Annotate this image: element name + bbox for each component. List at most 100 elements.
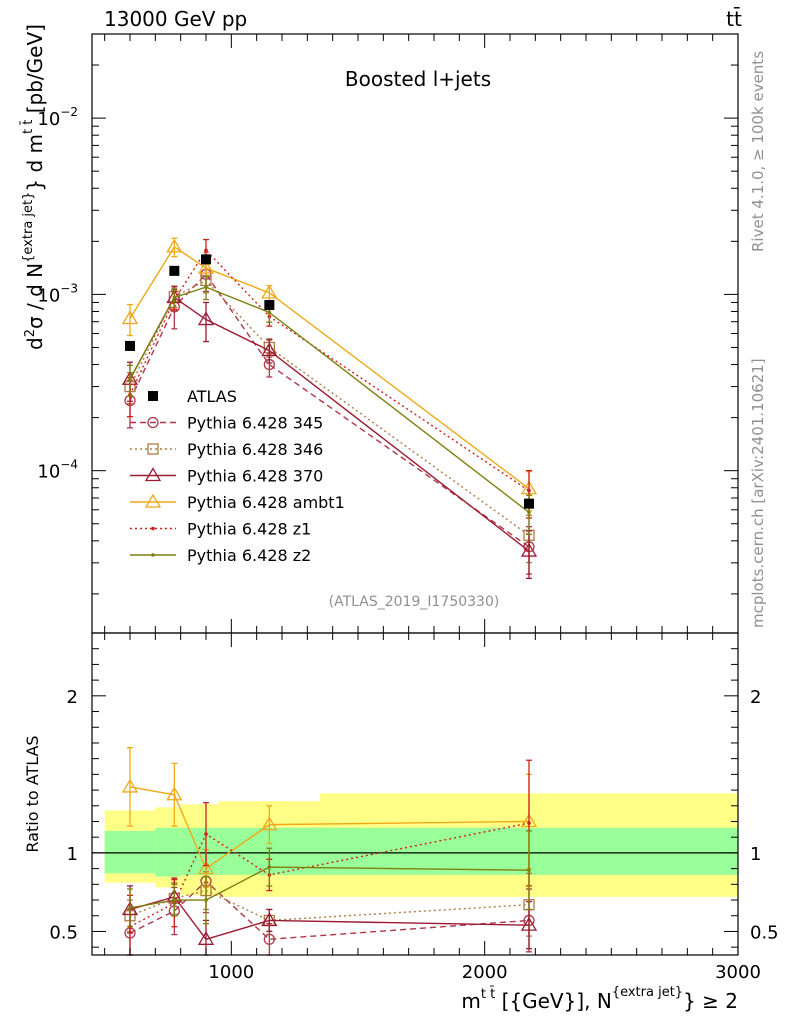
ratio-y-tick-label-right: 0.5 xyxy=(750,922,779,943)
legend-marker xyxy=(148,391,158,401)
main-y-label: d2σ / d N{extra jet}} d mt t̄ [pb/GeV] xyxy=(21,24,47,350)
main-point xyxy=(169,265,180,276)
ratio-ticks: 0.5 0.5 1 1 2 2 1000 2000 3000 xyxy=(49,632,779,983)
legend-marker xyxy=(147,416,159,429)
main-plot-area xyxy=(121,237,538,580)
header-right: tt̄ xyxy=(726,6,742,31)
legend-entry: Pythia 6.428 ambt1 xyxy=(130,493,345,512)
ylabel-ttbar: t t̄ xyxy=(21,120,36,134)
legend-marker xyxy=(144,467,162,482)
ratio-point xyxy=(121,778,139,793)
ylabel-sigma: σ / d N xyxy=(23,263,47,329)
legend-entry: Pythia 6.428 346 xyxy=(130,440,323,459)
main-point xyxy=(197,311,215,326)
main-point xyxy=(264,300,275,311)
ratio-inner-band xyxy=(104,830,156,874)
ratio-series-3 xyxy=(121,747,538,889)
ylabel-dm: } d m xyxy=(23,134,47,192)
main-frame xyxy=(91,33,739,634)
xlabel-extrajet: {extra jet} xyxy=(612,985,683,1000)
ratio-series-5 xyxy=(127,830,532,928)
legend-entry: Pythia 6.428 370 xyxy=(130,467,323,486)
main-point xyxy=(524,498,534,509)
ratio-inner-band xyxy=(155,827,181,877)
ylabel-sup2: 2 xyxy=(23,329,38,337)
ratio-y-tick-label-right: 1 xyxy=(750,844,761,865)
main-point xyxy=(204,285,208,289)
legend-marker xyxy=(151,553,155,557)
ylabel-unit: [pb/GeV] xyxy=(23,24,47,120)
main-point xyxy=(201,254,211,265)
rivet-label: Rivet 4.1.0, ≥ 100k events xyxy=(749,51,767,252)
ratio-inner-band xyxy=(180,827,219,875)
legend-marker xyxy=(147,443,159,455)
y-tick-label: 10−2 xyxy=(37,105,78,130)
legend-label: Pythia 6.428 345 xyxy=(187,414,323,433)
ratio-point xyxy=(197,931,215,945)
ratio-point xyxy=(197,860,215,875)
main-point xyxy=(125,340,135,351)
main-series-5 xyxy=(127,275,532,536)
legend-label: Pythia 6.428 z1 xyxy=(187,520,311,539)
ratio-frame xyxy=(91,632,739,956)
y-tick-label: 10−3 xyxy=(37,281,78,306)
main-panel: 10−2 10−3 10−4 Boosted l+jets (ATLAS_2019_… xyxy=(21,24,739,634)
x-tick-label: 3000 xyxy=(715,962,761,983)
main-point xyxy=(166,238,183,253)
legend-entry: Pythia 6.428 z1 xyxy=(130,520,311,539)
ratio-point xyxy=(263,933,275,945)
main-point xyxy=(261,284,278,299)
legend-label: Pythia 6.428 z2 xyxy=(187,546,311,565)
main-series-6 xyxy=(125,254,534,509)
x-axis-label: mt t̄ [{GeV}], N{extra jet}} ≥ 2 xyxy=(461,985,738,1013)
ratio-y-tick-label-right: 2 xyxy=(750,687,761,708)
legend: ATLAS Pythia 6.428 345 Pythia 6.428 346 Pyt… xyxy=(130,387,345,565)
legend-entry: ATLAS xyxy=(148,387,237,406)
ratio-y-tick-label: 1 xyxy=(67,844,78,865)
ratio-y-tick-label: 2 xyxy=(67,687,78,708)
header-left: 13000 GeV pp xyxy=(104,7,247,31)
ylabel-extrajet: {extra jet} xyxy=(21,192,36,263)
panel-title: Boosted l+jets xyxy=(345,67,491,91)
xlabel-m: m xyxy=(461,989,480,1013)
ratio-point xyxy=(267,865,272,869)
ratio-point xyxy=(172,898,177,902)
main-point xyxy=(267,310,272,315)
xlabel-ttbar: t t̄ xyxy=(481,987,495,1002)
ratio-point xyxy=(520,916,538,931)
legend-entry: Pythia 6.428 z2 xyxy=(130,546,311,565)
main-point xyxy=(527,488,531,493)
legend-label: Pythia 6.428 370 xyxy=(187,467,323,486)
x-tick-label: 2000 xyxy=(462,962,508,983)
main-point xyxy=(121,310,139,325)
y-tick-label: 10−4 xyxy=(37,458,78,483)
legend-label: Pythia 6.428 346 xyxy=(187,440,323,459)
xlabel-gev: [{GeV}], N xyxy=(495,989,612,1013)
main-point xyxy=(261,342,278,357)
main-series-2 xyxy=(121,286,538,580)
ratio-series-2 xyxy=(121,877,538,956)
main-point xyxy=(197,259,215,274)
ratio-bands xyxy=(92,793,738,897)
main-point xyxy=(128,377,132,382)
ratio-panel: 0.5 0.5 1 1 2 2 1000 2000 3000 Ratio to ATLAS mt… xyxy=(23,632,779,1013)
ratio-point xyxy=(527,821,531,825)
ratio-point xyxy=(204,832,208,836)
legend-marker xyxy=(151,526,155,531)
svg-text:d2σ / d N{extra jet}} d mt t̄: d2σ / d N{extra jet}} d mt t̄ [pb/GeV] xyxy=(21,24,47,350)
ratio-point xyxy=(527,868,531,872)
ylabel-d: d xyxy=(23,337,47,350)
main-point xyxy=(204,248,208,253)
ratio-point xyxy=(204,898,208,902)
main-point xyxy=(527,510,531,515)
legend-label: ATLAS xyxy=(187,387,237,406)
ratio-point xyxy=(261,816,278,831)
x-tick-label: 1000 xyxy=(208,962,254,983)
main-ticks: 10−2 10−3 10−4 xyxy=(37,33,739,633)
legend-marker xyxy=(144,493,162,508)
ratio-point xyxy=(261,912,278,927)
ratio-y-tick-label: 0.5 xyxy=(49,922,78,943)
main-series-line xyxy=(129,273,530,548)
ratio-point xyxy=(128,906,132,910)
